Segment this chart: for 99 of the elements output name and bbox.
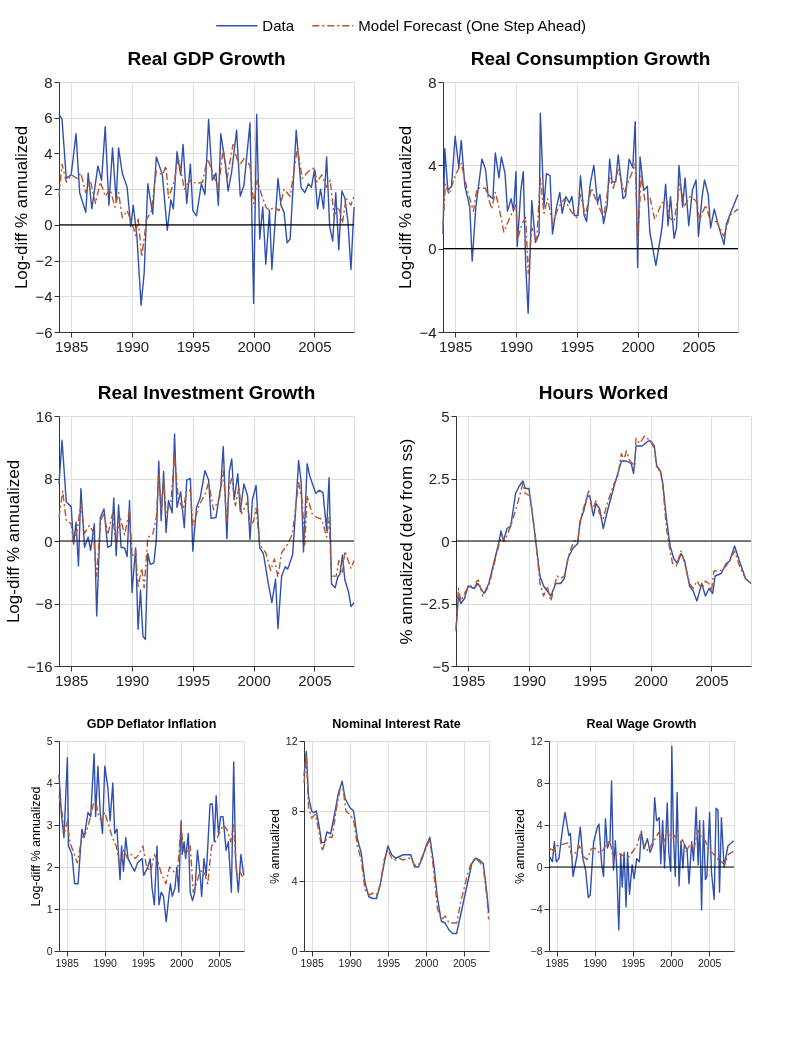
y-tick-label: 2.5 bbox=[428, 470, 450, 487]
y-tick-label: 4 bbox=[44, 144, 53, 162]
y-tick-label: 12 bbox=[530, 734, 543, 747]
y-tick-label: 0 bbox=[536, 860, 543, 873]
x-tick-label: 2000 bbox=[169, 956, 194, 969]
x-tick-label: 2000 bbox=[659, 956, 684, 969]
y-axis-title: Log-diff % annualized bbox=[4, 459, 24, 624]
y-tick-label: −8 bbox=[35, 595, 53, 612]
y-tick-label: 8 bbox=[44, 73, 53, 91]
x-tick-label: 1995 bbox=[621, 956, 646, 969]
line-series bbox=[58, 454, 355, 589]
y-tick-label: −4 bbox=[419, 323, 437, 341]
chart-title: Real Consumption Growth bbox=[470, 48, 711, 69]
chart-title: GDP Deflator Inflation bbox=[86, 716, 217, 731]
legend-label: Model Forecast (One Step Ahead) bbox=[358, 16, 586, 34]
x-tick-label: 1995 bbox=[376, 956, 401, 969]
x-tick-label: 1990 bbox=[93, 956, 118, 969]
y-tick-label: 5 bbox=[441, 407, 450, 425]
x-tick-label: 2005 bbox=[695, 671, 729, 689]
y-tick-label: 3 bbox=[46, 818, 53, 831]
x-tick-label: 2005 bbox=[682, 337, 716, 355]
x-tick-label: 1995 bbox=[573, 671, 607, 689]
y-tick-label: 2 bbox=[46, 860, 53, 873]
x-tick-label: 1990 bbox=[512, 671, 547, 689]
y-tick-label: −5 bbox=[432, 657, 450, 675]
y-tick-label: 8 bbox=[44, 470, 53, 487]
y-tick-label: 5 bbox=[46, 734, 53, 747]
y-tick-label: 0 bbox=[46, 944, 53, 957]
x-tick-label: 2005 bbox=[298, 671, 332, 689]
x-tick-label: 1985 bbox=[55, 956, 79, 969]
legend-label: Data bbox=[262, 16, 295, 34]
line-series bbox=[58, 143, 355, 258]
x-tick-label: 1985 bbox=[545, 956, 569, 969]
y-tick-label: −16 bbox=[27, 657, 53, 675]
x-tick-label: 2000 bbox=[621, 337, 655, 355]
line-series bbox=[58, 752, 245, 923]
chart-title: Real Wage Growth bbox=[586, 716, 697, 731]
chart-title: Real Investment Growth bbox=[97, 382, 316, 403]
y-tick-label: 0 bbox=[428, 240, 437, 258]
y-axis-title: Log-diff % annualized bbox=[28, 786, 43, 907]
line-series bbox=[58, 794, 245, 893]
x-tick-label: 1985 bbox=[54, 671, 89, 689]
x-tick-label: 1990 bbox=[338, 956, 363, 969]
x-tick-label: 1985 bbox=[438, 337, 473, 355]
x-tick-label: 2000 bbox=[414, 956, 439, 969]
x-tick-label: 2000 bbox=[237, 671, 271, 689]
x-tick-label: 2005 bbox=[698, 956, 722, 969]
y-tick-label: 4 bbox=[291, 874, 298, 887]
y-tick-label: 8 bbox=[536, 776, 543, 789]
y-tick-label: 0 bbox=[44, 216, 53, 234]
line-series bbox=[548, 829, 735, 866]
line-series bbox=[442, 112, 739, 314]
x-tick-label: 1995 bbox=[176, 671, 210, 689]
y-tick-label: 8 bbox=[291, 804, 298, 817]
x-tick-label: 1985 bbox=[451, 671, 486, 689]
x-tick-label: 1990 bbox=[499, 337, 534, 355]
x-tick-label: 2005 bbox=[298, 337, 332, 355]
chart-title: Hours Worked bbox=[538, 382, 669, 403]
y-tick-label: 1 bbox=[46, 902, 53, 915]
x-tick-label: 2005 bbox=[208, 956, 232, 969]
y-tick-label: −4 bbox=[35, 287, 53, 305]
x-tick-label: 1990 bbox=[115, 671, 150, 689]
x-tick-label: 1985 bbox=[54, 337, 89, 355]
y-axis-title: % annualized bbox=[512, 808, 527, 885]
y-tick-label: 4 bbox=[536, 818, 543, 831]
x-tick-label: 2000 bbox=[237, 337, 271, 355]
y-tick-label: 0 bbox=[441, 532, 450, 550]
chart-title: Nominal Interest Rate bbox=[332, 716, 461, 731]
y-tick-label: 6 bbox=[44, 109, 53, 127]
y-tick-label: 4 bbox=[428, 156, 437, 174]
x-tick-label: 1995 bbox=[176, 337, 210, 355]
y-tick-label: −2.5 bbox=[419, 595, 450, 612]
y-tick-label: 0 bbox=[291, 944, 298, 957]
y-tick-label: 16 bbox=[35, 407, 53, 425]
line-series bbox=[58, 433, 355, 641]
y-axis-title: % annualized bbox=[267, 808, 282, 885]
y-tick-label: 2 bbox=[44, 180, 53, 198]
line-series bbox=[549, 745, 735, 931]
chart-title: Real GDP Growth bbox=[127, 48, 286, 69]
y-tick-label: −4 bbox=[530, 902, 543, 915]
y-axis-title: Log-diff % annualized bbox=[396, 125, 416, 290]
line-series bbox=[58, 113, 355, 306]
line-series bbox=[442, 162, 739, 275]
x-tick-label: 1990 bbox=[583, 956, 608, 969]
y-tick-label: −8 bbox=[530, 944, 543, 957]
y-tick-label: 8 bbox=[428, 73, 437, 91]
x-tick-label: 1995 bbox=[131, 956, 156, 969]
x-tick-label: 2005 bbox=[453, 956, 477, 969]
x-tick-label: 2000 bbox=[634, 671, 668, 689]
y-tick-label: −6 bbox=[35, 323, 53, 341]
x-tick-label: 1990 bbox=[115, 337, 150, 355]
y-tick-label: 12 bbox=[285, 734, 298, 747]
y-axis-title: Log-diff % annualized bbox=[12, 125, 32, 290]
y-tick-label: 4 bbox=[46, 776, 53, 789]
x-tick-label: 1985 bbox=[300, 956, 324, 969]
y-tick-label: −2 bbox=[35, 252, 53, 270]
x-tick-label: 1995 bbox=[560, 337, 594, 355]
y-tick-label: 0 bbox=[44, 532, 53, 550]
y-axis-title: % annualized (dev from ss) bbox=[396, 438, 416, 645]
